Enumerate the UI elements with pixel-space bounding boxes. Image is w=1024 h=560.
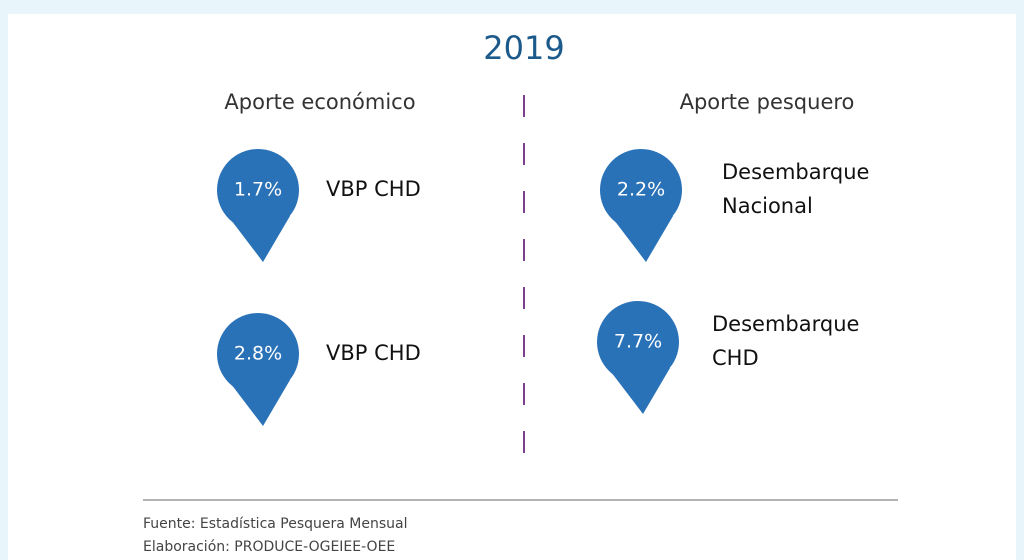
item-label: CHD [712, 346, 759, 370]
footer-line: Elaboración: PRODUCE-OGEIEE-OEE [143, 539, 395, 555]
pin [217, 149, 299, 231]
pin [600, 149, 682, 231]
pin [217, 313, 299, 395]
pin-value: 7.7% [614, 331, 662, 353]
item-label: Nacional [722, 194, 813, 218]
footer-line: Fuente: Estadística Pesquera Mensual [143, 516, 408, 532]
item-label: Desembarque [722, 160, 869, 184]
pin-value: 1.7% [234, 179, 282, 201]
title: 2019 [483, 29, 564, 67]
column-heading: Aporte pesquero [680, 90, 855, 114]
pin [597, 301, 679, 383]
item-label: VBP CHD [326, 177, 421, 201]
item-label: Desembarque [712, 312, 859, 336]
pin-value: 2.2% [617, 179, 665, 201]
panel [8, 14, 1016, 560]
column-heading: Aporte económico [224, 90, 415, 114]
item-label: VBP CHD [326, 341, 421, 365]
pin-value: 2.8% [234, 343, 282, 365]
